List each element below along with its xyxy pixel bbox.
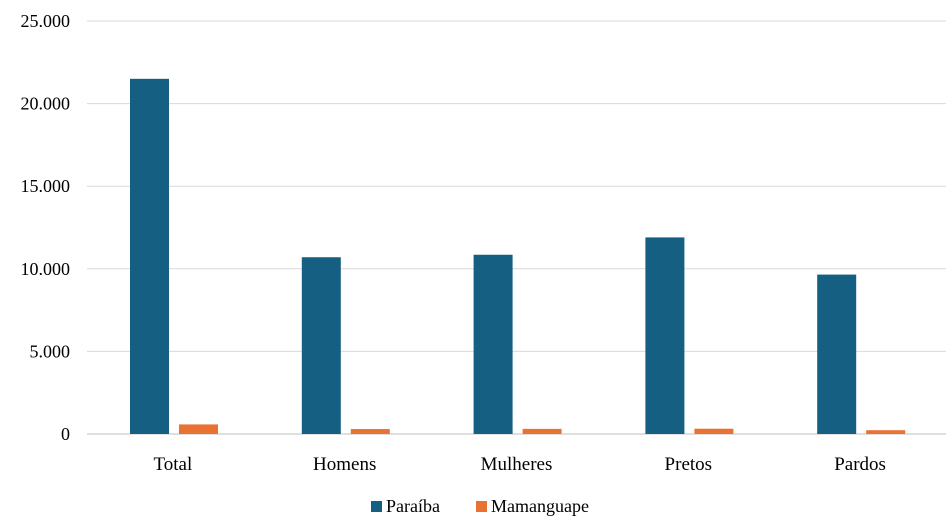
bar-mamanguape-pretos bbox=[694, 428, 734, 434]
bar-paraiba-pardos bbox=[817, 274, 857, 434]
legend-swatch bbox=[371, 501, 382, 512]
bar-mamanguape-pardos bbox=[866, 430, 906, 434]
bar-mamanguape-total bbox=[179, 424, 218, 434]
legend-label: Mamanguape bbox=[491, 496, 589, 516]
x-tick-label: Pretos bbox=[665, 454, 713, 475]
y-tick-label: 25.000 bbox=[21, 11, 71, 31]
bar-paraiba-pretos bbox=[645, 237, 685, 434]
y-tick-label: 5.000 bbox=[30, 341, 71, 361]
x-axis-tick-labels: Total Homens Mulheres Pretos Pardos bbox=[154, 454, 886, 475]
legend: Paraíba Mamanguape bbox=[371, 496, 589, 516]
y-axis-tick-labels: 0 5.000 10.000 15.000 20.000 25.000 bbox=[21, 11, 71, 444]
bar-mamanguape-mulheres bbox=[522, 428, 562, 434]
legend-label: Paraíba bbox=[386, 496, 440, 516]
y-tick-label: 20.000 bbox=[21, 94, 71, 114]
y-tick-label: 0 bbox=[61, 424, 70, 444]
y-tick-label: 10.000 bbox=[21, 259, 71, 279]
bar-paraiba-homens bbox=[301, 257, 341, 434]
bar-mamanguape-homens bbox=[350, 429, 390, 434]
legend-swatch bbox=[476, 501, 487, 512]
gridlines bbox=[87, 20, 946, 435]
x-tick-label: Total bbox=[154, 454, 193, 475]
x-tick-label: Pardos bbox=[834, 454, 886, 475]
bar-paraiba-total bbox=[130, 78, 169, 434]
bars bbox=[130, 78, 906, 434]
x-tick-label: Homens bbox=[313, 454, 376, 475]
x-tick-label: Mulheres bbox=[481, 454, 553, 475]
bar-paraiba-mulheres bbox=[473, 254, 513, 434]
y-tick-label: 15.000 bbox=[21, 176, 71, 196]
